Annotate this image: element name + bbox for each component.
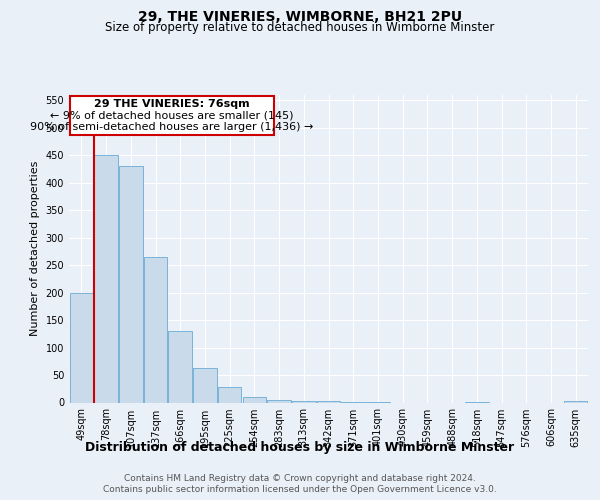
Bar [218, 387, 241, 402]
Bar [242, 397, 266, 402]
Bar [268, 400, 291, 402]
Bar [193, 368, 217, 402]
Bar [94, 156, 118, 402]
Text: Size of property relative to detached houses in Wimborne Minster: Size of property relative to detached ho… [106, 22, 494, 35]
Bar [169, 331, 192, 402]
Text: Contains public sector information licensed under the Open Government Licence v3: Contains public sector information licen… [103, 485, 497, 494]
Text: 29, THE VINERIES, WIMBORNE, BH21 2PU: 29, THE VINERIES, WIMBORNE, BH21 2PU [138, 10, 462, 24]
Text: Distribution of detached houses by size in Wimborne Minster: Distribution of detached houses by size … [85, 441, 515, 454]
Text: ← 9% of detached houses are smaller (145): ← 9% of detached houses are smaller (145… [50, 110, 294, 120]
Bar [119, 166, 143, 402]
FancyBboxPatch shape [70, 96, 274, 135]
Y-axis label: Number of detached properties: Number of detached properties [30, 161, 40, 336]
Bar [144, 257, 167, 402]
Text: 29 THE VINERIES: 76sqm: 29 THE VINERIES: 76sqm [94, 100, 250, 110]
Text: Contains HM Land Registry data © Crown copyright and database right 2024.: Contains HM Land Registry data © Crown c… [124, 474, 476, 483]
Bar [70, 292, 93, 403]
Text: 90% of semi-detached houses are larger (1,436) →: 90% of semi-detached houses are larger (… [31, 122, 314, 132]
